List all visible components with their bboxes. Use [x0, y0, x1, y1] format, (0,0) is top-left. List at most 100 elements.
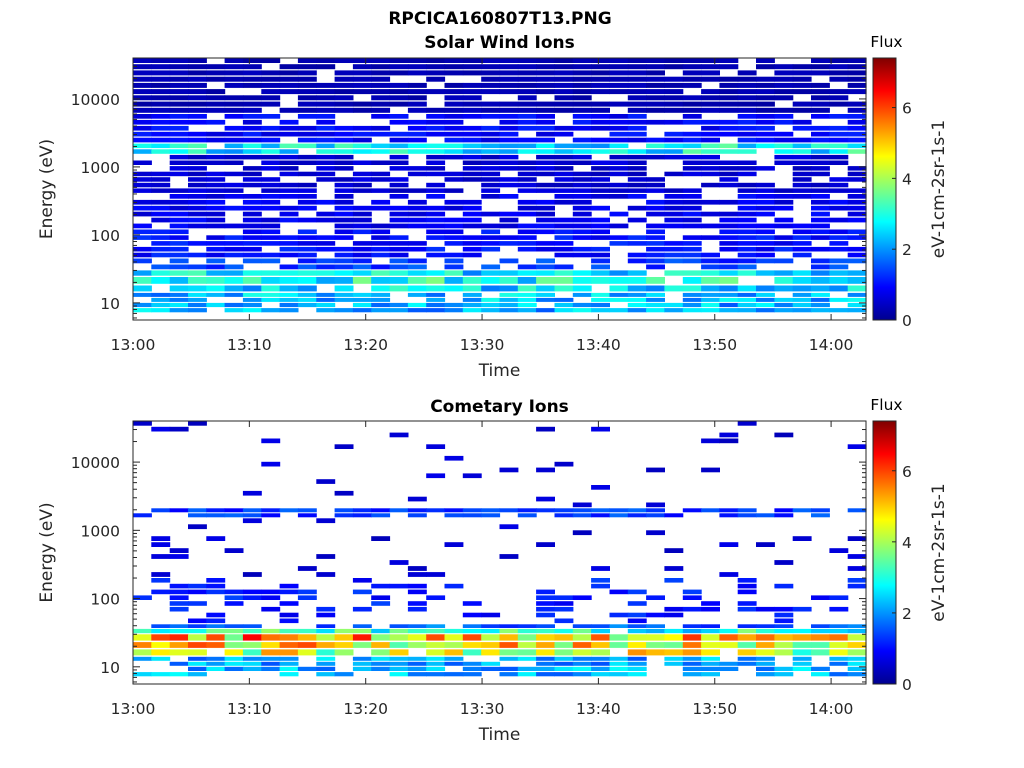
heatmap-cell	[811, 302, 830, 308]
heatmap-cell	[774, 508, 794, 513]
heatmap-cell	[847, 258, 867, 264]
heatmap-cell	[627, 64, 647, 70]
heatmap-cell	[407, 166, 427, 171]
heatmap-cell	[847, 566, 867, 571]
heatmap-cell	[792, 119, 812, 125]
heatmap-cell	[572, 125, 592, 131]
heatmap-cell	[719, 277, 739, 284]
heatmap-cell	[224, 246, 244, 252]
heatmap-cell	[719, 229, 739, 235]
heatmap-cell	[316, 95, 336, 101]
heatmap-cell	[609, 143, 629, 149]
heatmap-cell	[242, 177, 262, 182]
heatmap-cell	[682, 297, 702, 302]
heatmap-cell	[133, 143, 152, 149]
heatmap-cell	[847, 302, 867, 308]
heatmap-cell	[481, 149, 501, 154]
heatmap-cell	[591, 672, 610, 677]
heatmap-cell	[701, 160, 720, 165]
heatmap-cell	[224, 76, 244, 82]
heatmap-cell	[224, 628, 244, 634]
heatmap-cell	[517, 634, 537, 641]
heatmap-cell	[151, 241, 171, 246]
heatmap-cell	[279, 656, 299, 661]
heatmap-cell	[242, 137, 262, 143]
heatmap-cell	[426, 246, 446, 252]
heatmap-cell	[572, 205, 592, 211]
heatmap-cell	[334, 76, 354, 82]
heatmap-cell	[664, 612, 684, 618]
heatmap-cell	[847, 508, 867, 513]
heatmap-cell	[737, 199, 757, 205]
heatmap-cell	[188, 211, 207, 217]
heatmap-cell	[444, 513, 464, 518]
heatmap-cell	[774, 297, 794, 302]
heatmap-cell	[701, 64, 720, 70]
heatmap-cell	[811, 513, 830, 518]
heatmap-cell	[536, 277, 555, 284]
heatmap-cell	[444, 223, 464, 229]
heatmap-cell	[151, 149, 171, 154]
heatmap-cell	[517, 277, 537, 284]
heatmap-cell	[151, 554, 171, 559]
heatmap-cell	[774, 199, 794, 205]
heatmap-cell	[261, 125, 281, 131]
heatmap-cell	[279, 171, 299, 177]
heatmap-cell	[536, 223, 555, 229]
heatmap-cell	[444, 277, 464, 284]
heatmap-cell	[554, 595, 574, 600]
heatmap-cell	[169, 246, 189, 252]
heatmap-cell	[444, 107, 464, 113]
heatmap-cell	[389, 235, 409, 240]
heatmap-cell	[242, 171, 262, 177]
heatmap-cell	[169, 125, 189, 131]
heatmap-cell	[756, 194, 775, 199]
heatmap-cell	[517, 166, 537, 171]
heatmap-cell	[572, 229, 592, 235]
heatmap-cell	[499, 624, 519, 628]
heatmap-cell	[334, 125, 354, 131]
heatmap-cell	[462, 628, 482, 634]
heatmap-cell	[737, 166, 757, 171]
heatmap-cell	[591, 583, 610, 589]
heatmap-cell	[774, 270, 794, 276]
heatmap-cell	[169, 89, 189, 95]
heatmap-cell	[572, 285, 592, 292]
heatmap-cell	[279, 217, 299, 223]
heatmap-cell	[811, 292, 830, 297]
heatmap-cell	[279, 601, 299, 606]
heatmap-cell	[407, 171, 427, 177]
heatmap-cell	[133, 160, 152, 165]
heatmap-cell	[609, 672, 629, 677]
heatmap-cell	[811, 270, 830, 276]
heatmap-cell	[188, 524, 207, 530]
heatmap-cell	[719, 166, 739, 171]
heatmap-cell	[737, 606, 757, 612]
heatmap-cell	[224, 241, 244, 246]
heatmap-cell	[536, 508, 555, 513]
heatmap-cell	[279, 302, 299, 308]
heatmap-cell	[316, 628, 336, 634]
heatmap-cell	[334, 131, 354, 137]
heatmap-cell	[481, 649, 501, 656]
heatmap-cell	[481, 661, 501, 666]
heatmap-cell	[316, 672, 336, 677]
heatmap-cell	[609, 171, 629, 177]
heatmap-cell	[169, 252, 189, 258]
heatmap-cell	[499, 143, 519, 149]
heatmap-cell	[536, 199, 555, 205]
heatmap-cell	[847, 642, 867, 648]
heatmap-cell	[829, 606, 849, 612]
heatmap-cell	[462, 642, 482, 648]
heatmap-cell	[847, 624, 867, 628]
heatmap-cell	[389, 119, 409, 125]
heatmap-cell	[847, 149, 867, 154]
heatmap-cell	[756, 223, 775, 229]
heatmap-cell	[829, 125, 849, 131]
heatmap-cell	[316, 572, 336, 577]
heatmap-cell	[188, 223, 207, 229]
heatmap-cell	[371, 205, 391, 211]
heatmap-cell	[572, 143, 592, 149]
heatmap-cell	[389, 182, 409, 188]
colorbar-gradient	[872, 57, 897, 321]
